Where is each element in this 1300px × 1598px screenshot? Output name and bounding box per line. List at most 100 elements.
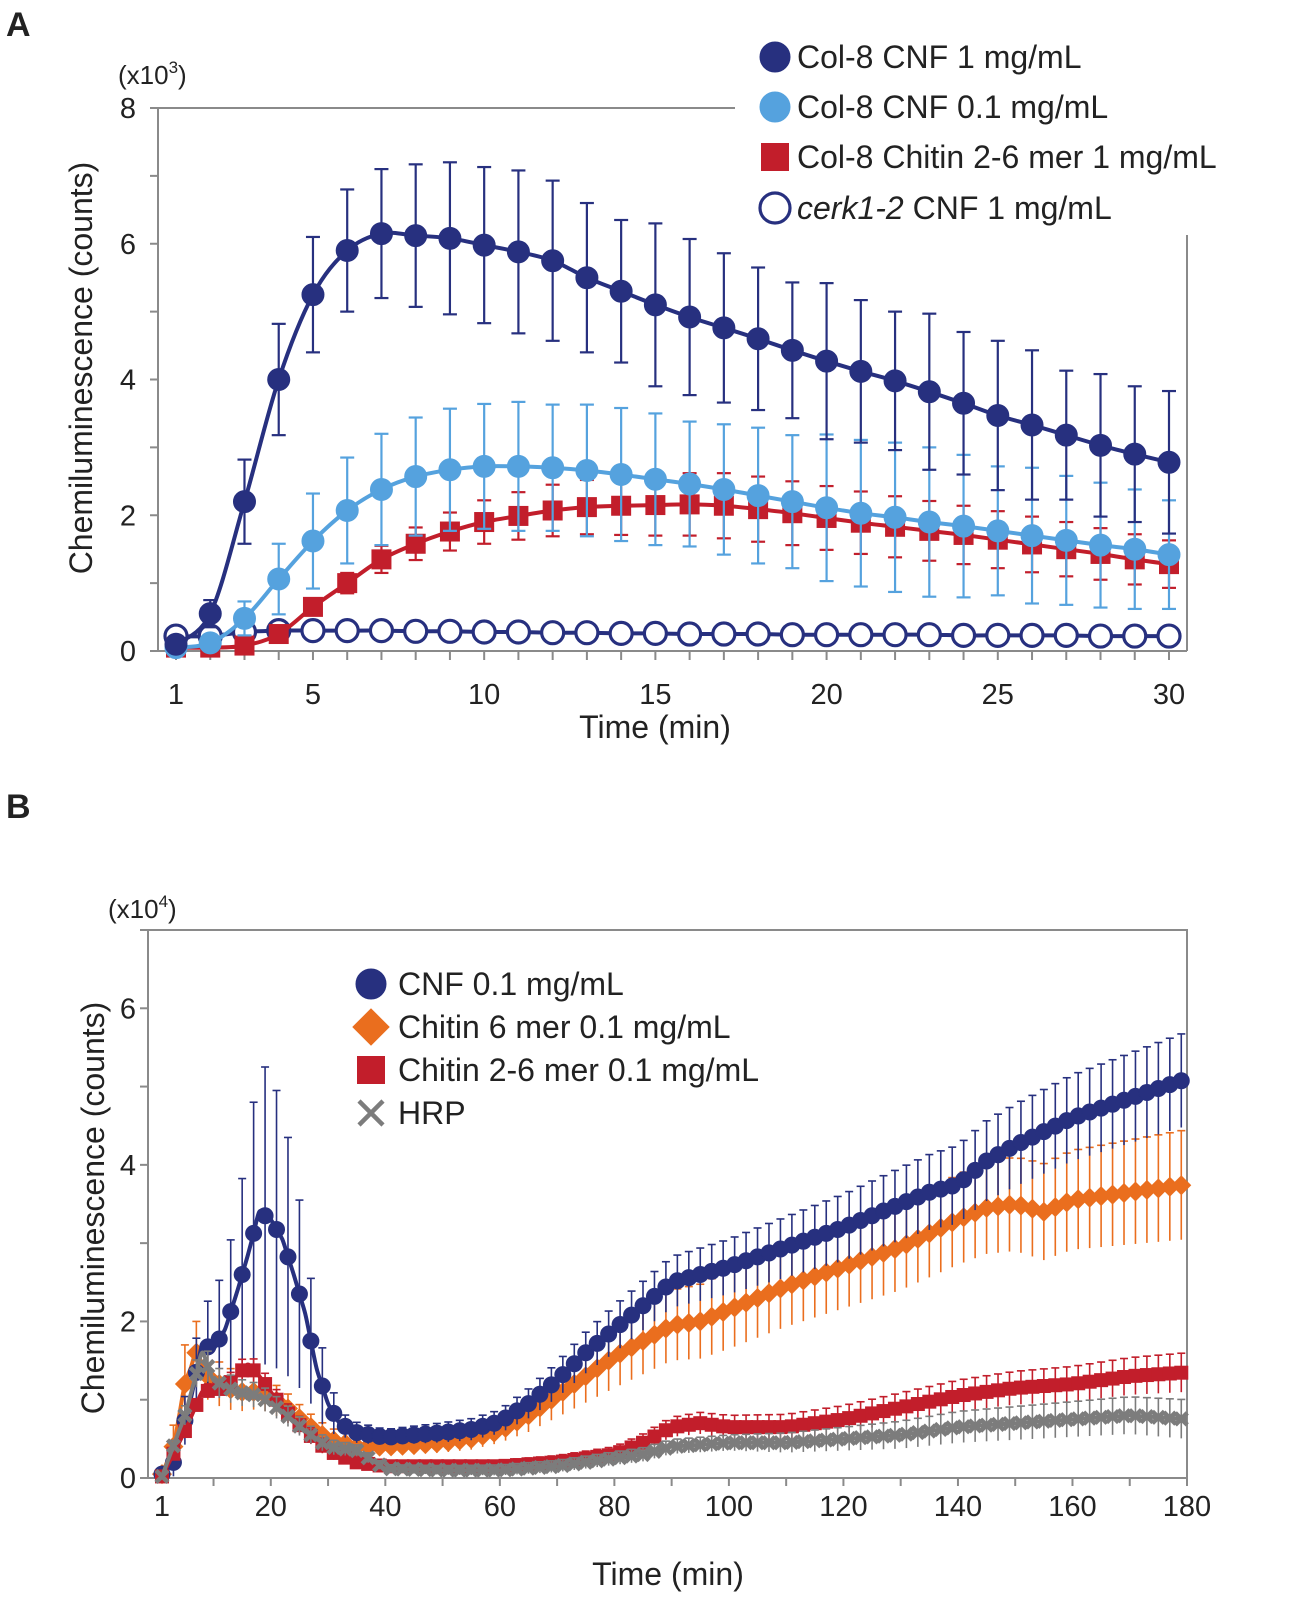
data-point — [301, 529, 325, 553]
data-point — [1116, 1408, 1132, 1424]
data-point — [335, 498, 359, 522]
data-point — [1047, 1412, 1063, 1429]
data-point — [1162, 1410, 1178, 1426]
data-point — [589, 1453, 605, 1469]
data-point — [1019, 622, 1045, 648]
data-point — [898, 1426, 915, 1442]
data-point — [574, 620, 600, 646]
data-point — [291, 1418, 308, 1434]
panel-a-y-tick-label: 8 — [120, 93, 136, 125]
data-point — [1059, 1377, 1074, 1392]
data-point — [1013, 1380, 1028, 1395]
legend-item-chitin-6-mer-0-1-mg-ml: Chitin 6 mer 0.1 mg/mL — [352, 1008, 731, 1046]
legend-item-col-8-cnf-1-mg-ml: Col-8 CNF 1 mg/mL — [759, 39, 1082, 75]
data-point — [301, 283, 325, 307]
data-point — [1123, 537, 1147, 561]
data-point — [818, 1432, 834, 1448]
series-line — [174, 230, 1170, 646]
panel-b-x-tick-label: 120 — [819, 1491, 867, 1523]
data-point — [1105, 1371, 1120, 1386]
panel-a-y-tick-label: 4 — [120, 365, 136, 397]
data-point — [609, 463, 633, 487]
data-point — [246, 1387, 262, 1403]
data-point — [303, 1427, 319, 1443]
data-point — [917, 510, 941, 534]
data-point — [245, 1224, 263, 1242]
legend-swatch — [352, 1008, 390, 1046]
data-point — [819, 1414, 834, 1429]
data-point — [716, 1419, 731, 1434]
data-point — [290, 1285, 308, 1303]
data-point — [1172, 1072, 1190, 1090]
data-point — [189, 1397, 204, 1412]
data-point — [795, 1434, 811, 1450]
data-point — [636, 1435, 651, 1450]
data-point — [887, 1401, 902, 1416]
data-point — [234, 1385, 250, 1401]
series-col-8-cnf-0-1-mg-ml — [164, 400, 1181, 660]
data-point — [952, 391, 976, 415]
data-point — [234, 635, 255, 656]
legend-label-part: CNF 1 mg/mL — [904, 190, 1112, 226]
data-point — [519, 1395, 537, 1413]
data-point — [773, 1420, 788, 1435]
panel-a-legend: Col-8 CNF 1 mg/mL Col-8 CNF 0.1 mg/mL Col-… — [758, 39, 1217, 226]
data-point — [658, 1440, 674, 1456]
data-point — [952, 514, 976, 538]
panel-b-x-tick-label: 60 — [484, 1491, 516, 1523]
legend-label: Col-8 CNF 0.1 mg/mL — [797, 89, 1108, 125]
data-point — [658, 1423, 673, 1438]
data-point — [1048, 1378, 1063, 1393]
data-point — [588, 1334, 606, 1352]
data-point — [796, 1417, 811, 1432]
data-point — [779, 622, 805, 648]
data-point — [978, 1417, 995, 1433]
data-point — [1094, 1373, 1109, 1388]
data-point — [369, 222, 393, 246]
data-point — [1087, 623, 1114, 649]
data-point — [1082, 1374, 1097, 1389]
data-point — [813, 622, 840, 648]
data-point — [807, 1433, 823, 1449]
data-point — [300, 618, 326, 644]
data-point — [506, 240, 530, 264]
legend-swatch — [758, 191, 792, 225]
data-point — [337, 1441, 353, 1457]
series-hrp — [154, 1350, 1189, 1485]
legend-item-col-8-chitin-2-6-mer-1-mg-ml: Col-8 Chitin 2-6 mer 1 mg/mL — [761, 139, 1217, 175]
data-point — [532, 1459, 548, 1476]
legend-swatch — [761, 143, 789, 171]
data-point — [1002, 1381, 1017, 1396]
data-point — [279, 1248, 297, 1266]
legend-swatch — [357, 1099, 385, 1127]
data-point — [711, 621, 737, 647]
data-point — [933, 1392, 948, 1407]
data-point — [1117, 1370, 1132, 1385]
data-point — [950, 622, 977, 648]
data-point — [646, 1443, 663, 1459]
data-point — [979, 1384, 994, 1399]
legend-label: Chitin 6 mer 0.1 mg/mL — [398, 1009, 731, 1045]
data-point — [944, 1420, 960, 1436]
panel-b-x-axis-label: Time (min) — [592, 1556, 744, 1592]
data-point — [1054, 423, 1078, 447]
data-point — [882, 622, 908, 648]
data-point — [541, 249, 565, 273]
data-point — [1127, 1408, 1144, 1424]
panel-a-y-tick-label: 6 — [120, 229, 136, 261]
data-point — [403, 618, 429, 644]
data-point — [438, 458, 462, 482]
panel-a-series — [163, 161, 1182, 660]
data-point — [314, 1435, 330, 1451]
data-point — [849, 501, 873, 525]
data-point — [678, 472, 702, 496]
data-point — [1174, 1365, 1189, 1380]
data-point — [1025, 1379, 1040, 1394]
data-point — [1036, 1413, 1052, 1429]
panel-b-legend: CNF 0.1 mg/mL Chitin 6 mer 0.1 mg/mL Chiti… — [352, 966, 759, 1131]
data-point — [849, 359, 873, 383]
data-point — [876, 1404, 891, 1419]
data-point — [956, 1419, 972, 1435]
data-point — [608, 620, 634, 646]
data-point — [887, 1427, 903, 1443]
